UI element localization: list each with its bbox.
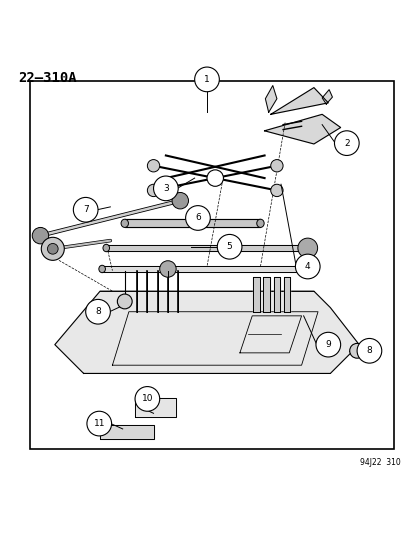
Text: 4: 4: [304, 262, 310, 271]
Circle shape: [270, 159, 282, 172]
Polygon shape: [106, 245, 307, 251]
Text: 22–310A: 22–310A: [18, 71, 76, 85]
Polygon shape: [135, 398, 176, 417]
Polygon shape: [124, 219, 260, 228]
Ellipse shape: [304, 244, 310, 252]
Polygon shape: [100, 425, 153, 439]
Text: 8: 8: [366, 346, 371, 356]
Text: 94J22  310: 94J22 310: [358, 458, 399, 467]
Text: 5: 5: [226, 243, 232, 251]
Polygon shape: [252, 277, 259, 312]
Ellipse shape: [256, 219, 263, 228]
Text: 6: 6: [195, 214, 200, 222]
Circle shape: [297, 238, 317, 258]
Circle shape: [172, 192, 188, 209]
Ellipse shape: [103, 244, 109, 252]
Circle shape: [295, 254, 319, 279]
Text: 2: 2: [343, 139, 349, 148]
Circle shape: [270, 184, 282, 197]
Polygon shape: [55, 291, 358, 374]
Circle shape: [135, 386, 159, 411]
Circle shape: [147, 159, 159, 172]
Ellipse shape: [99, 265, 105, 273]
Polygon shape: [273, 277, 280, 312]
Circle shape: [159, 261, 176, 277]
Polygon shape: [265, 86, 276, 112]
Polygon shape: [283, 277, 290, 312]
Circle shape: [73, 197, 98, 222]
FancyBboxPatch shape: [30, 82, 393, 449]
Circle shape: [217, 235, 241, 259]
Circle shape: [356, 338, 381, 363]
Circle shape: [147, 184, 159, 197]
Circle shape: [87, 411, 112, 436]
Circle shape: [206, 170, 223, 187]
Polygon shape: [263, 277, 269, 312]
Circle shape: [334, 131, 358, 156]
Text: 8: 8: [95, 307, 101, 316]
Polygon shape: [264, 115, 340, 144]
Text: 3: 3: [163, 184, 169, 193]
Circle shape: [315, 332, 340, 357]
Text: 10: 10: [141, 394, 153, 403]
Circle shape: [41, 237, 64, 260]
Text: 1: 1: [204, 75, 209, 84]
Circle shape: [85, 300, 110, 324]
Text: 11: 11: [93, 419, 105, 428]
Circle shape: [47, 244, 58, 254]
Polygon shape: [270, 87, 328, 115]
Text: 9: 9: [325, 340, 330, 349]
Text: 7: 7: [83, 205, 88, 214]
Circle shape: [117, 294, 132, 309]
Ellipse shape: [308, 265, 314, 273]
Polygon shape: [321, 90, 332, 104]
Circle shape: [185, 206, 210, 230]
Circle shape: [194, 67, 219, 92]
Polygon shape: [102, 266, 311, 272]
Ellipse shape: [121, 219, 128, 228]
Circle shape: [153, 176, 178, 201]
Circle shape: [32, 228, 49, 244]
Circle shape: [349, 343, 363, 358]
